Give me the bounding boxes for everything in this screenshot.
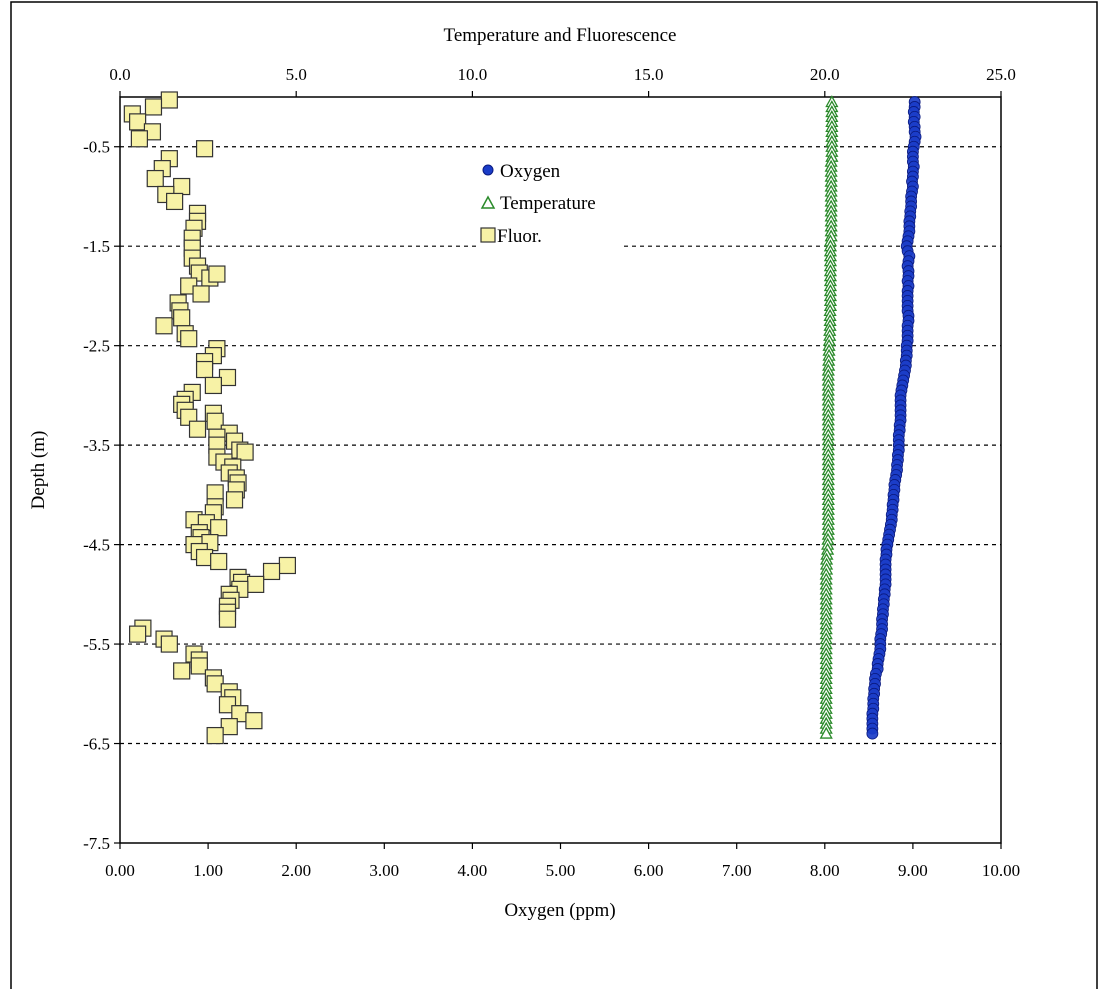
fluor-point (145, 99, 161, 115)
oxygen-point (867, 728, 878, 739)
y-tick-label: -1.5 (83, 237, 110, 256)
legend-oxygen-marker (483, 165, 493, 175)
fluor-point (197, 362, 213, 378)
fluor-point (279, 557, 295, 573)
top-tick-label: 25.0 (986, 65, 1016, 84)
fluor-point (161, 92, 177, 108)
fluor-point (174, 663, 190, 679)
fluor-point (181, 331, 197, 347)
y-tick-label: -3.5 (83, 436, 110, 455)
fluor-point (219, 611, 235, 627)
x-tick-label: 5.00 (546, 861, 576, 880)
fluor-point (248, 576, 264, 592)
y-tick-label: -2.5 (83, 337, 110, 356)
top-tick-label: 20.0 (810, 65, 840, 84)
fluor-point (246, 713, 262, 729)
x-axis-title: Oxygen (ppm) (504, 900, 615, 921)
x-tick-label: 3.00 (369, 861, 399, 880)
fluor-point (130, 114, 146, 130)
y-tick-label: -4.5 (83, 536, 110, 555)
legend-temperature-label: Temperature (500, 193, 596, 214)
fluor-point (197, 141, 213, 157)
fluor-point (190, 421, 206, 437)
fluor-point (147, 171, 163, 187)
legend: Oxygen Temperature Fluor. (478, 152, 620, 254)
top-tick-label: 10.0 (458, 65, 488, 84)
fluor-point (174, 310, 190, 326)
fluor-point (130, 626, 146, 642)
top-tick-label: 0.0 (109, 65, 130, 84)
x-tick-label: 1.00 (193, 861, 223, 880)
x-tick-label: 4.00 (458, 861, 488, 880)
y-tick-label: -7.5 (83, 834, 110, 853)
fluor-point (237, 444, 253, 460)
fluor-point (211, 554, 227, 570)
top-axis-title: Temperature and Fluorescence (444, 25, 677, 46)
fluor-point (207, 728, 223, 744)
y-axis-title: Depth (m) (28, 431, 49, 510)
top-tick-label: 5.0 (286, 65, 307, 84)
x-tick-label: 6.00 (634, 861, 664, 880)
x-tick-label: 10.00 (982, 861, 1020, 880)
fluor-point (131, 131, 147, 147)
y-tick-label: -6.5 (83, 735, 110, 754)
legend-fluor-marker (481, 228, 495, 242)
x-tick-label: 9.00 (898, 861, 928, 880)
fluor-point (205, 377, 221, 393)
legend-oxygen-label: Oxygen (500, 161, 561, 182)
y-tick-label: -0.5 (83, 138, 110, 157)
fluor-point (161, 636, 177, 652)
x-tick-label: 0.00 (105, 861, 135, 880)
legend-fluor-label: Fluor. (497, 226, 542, 247)
y-tick-label: -5.5 (83, 635, 110, 654)
fluor-point (156, 318, 172, 334)
fluor-point (209, 266, 225, 282)
fluor-point (211, 520, 227, 536)
fluor-point (227, 492, 243, 508)
x-tick-label: 2.00 (281, 861, 311, 880)
x-tick-label: 7.00 (722, 861, 752, 880)
top-tick-label: 15.0 (634, 65, 664, 84)
fluor-point (264, 563, 280, 579)
fluor-point (174, 179, 190, 195)
x-tick-label: 8.00 (810, 861, 840, 880)
fluor-point (167, 193, 183, 209)
fluor-point (193, 286, 209, 302)
